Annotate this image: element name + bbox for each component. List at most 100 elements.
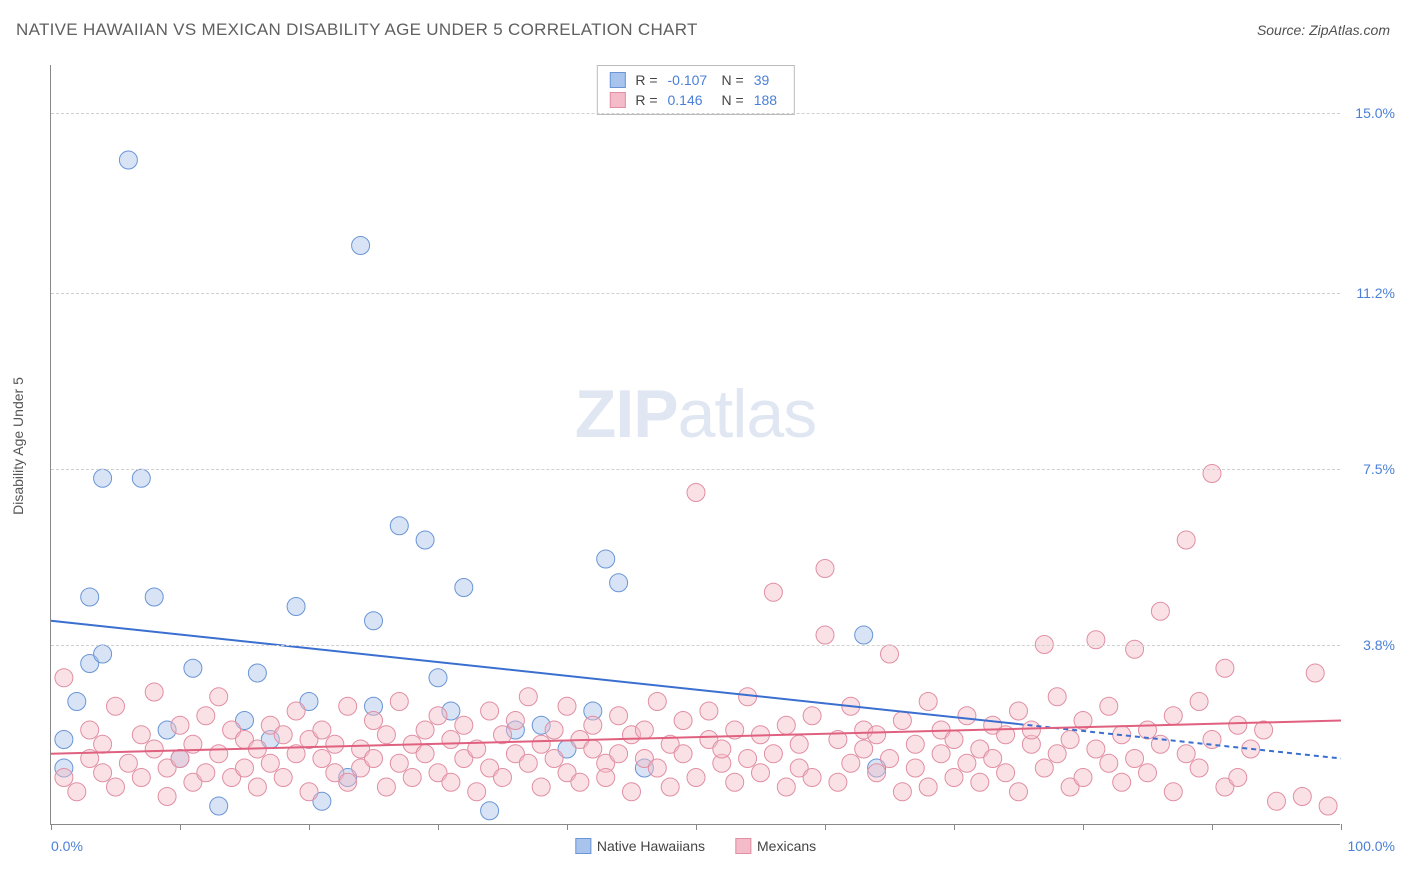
scatter-point — [145, 683, 163, 701]
scatter-point — [868, 764, 886, 782]
scatter-point — [248, 778, 266, 796]
scatter-point — [210, 797, 228, 815]
scatter-point — [1100, 697, 1118, 715]
scatter-point — [132, 726, 150, 744]
scatter-point — [893, 712, 911, 730]
scatter-point — [416, 531, 434, 549]
scatter-point — [661, 778, 679, 796]
scatter-plot-svg — [51, 65, 1340, 824]
scatter-point — [81, 721, 99, 739]
scatter-point — [365, 612, 383, 630]
scatter-point — [893, 783, 911, 801]
legend-label: Mexicans — [757, 838, 816, 854]
scatter-point — [971, 773, 989, 791]
scatter-point — [842, 754, 860, 772]
scatter-point — [1010, 702, 1028, 720]
chart-title: NATIVE HAWAIIAN VS MEXICAN DISABILITY AG… — [16, 20, 698, 40]
legend-label: Native Hawaiians — [597, 838, 705, 854]
scatter-point — [1151, 602, 1169, 620]
scatter-point — [107, 697, 125, 715]
scatter-point — [390, 754, 408, 772]
scatter-point — [365, 712, 383, 730]
scatter-point — [1190, 693, 1208, 711]
scatter-point — [377, 778, 395, 796]
scatter-point — [1164, 783, 1182, 801]
scatter-point — [558, 697, 576, 715]
scatter-point — [55, 731, 73, 749]
scatter-point — [906, 735, 924, 753]
scatter-point — [713, 740, 731, 758]
x-tick — [1083, 824, 1084, 830]
scatter-point — [764, 745, 782, 763]
scatter-point — [803, 769, 821, 787]
scatter-point — [855, 740, 873, 758]
y-tick-label: 7.5% — [1363, 461, 1395, 477]
scatter-point — [94, 469, 112, 487]
scatter-point — [726, 773, 744, 791]
x-axis-min-label: 0.0% — [51, 838, 83, 854]
scatter-point — [739, 750, 757, 768]
scatter-point — [1268, 792, 1286, 810]
scatter-point — [1126, 640, 1144, 658]
x-tick — [825, 824, 826, 830]
x-tick — [567, 824, 568, 830]
x-axis-max-label: 100.0% — [1348, 838, 1395, 854]
scatter-point — [1087, 631, 1105, 649]
scatter-point — [1087, 740, 1105, 758]
n-value: 39 — [754, 70, 782, 90]
legend-swatch — [609, 72, 625, 88]
scatter-point — [519, 688, 537, 706]
scatter-point — [107, 778, 125, 796]
scatter-point — [1255, 721, 1273, 739]
scatter-point — [532, 735, 550, 753]
x-tick — [1341, 824, 1342, 830]
scatter-point — [1229, 769, 1247, 787]
scatter-point — [610, 745, 628, 763]
scatter-point — [1113, 773, 1131, 791]
scatter-point — [906, 759, 924, 777]
scatter-point — [958, 754, 976, 772]
scatter-point — [932, 745, 950, 763]
scatter-point — [777, 716, 795, 734]
y-tick-label: 11.2% — [1356, 285, 1395, 301]
scatter-point — [816, 626, 834, 644]
legend-swatch — [609, 92, 625, 108]
scatter-point — [145, 740, 163, 758]
scatter-point — [1126, 750, 1144, 768]
scatter-point — [545, 750, 563, 768]
r-value: -0.107 — [668, 70, 712, 90]
scatter-point — [300, 783, 318, 801]
scatter-point — [545, 721, 563, 739]
scatter-point — [1177, 531, 1195, 549]
legend-swatch — [575, 838, 591, 854]
series-legend: Native Hawaiians Mexicans — [575, 838, 816, 854]
scatter-point — [623, 783, 641, 801]
scatter-point — [119, 754, 137, 772]
scatter-point — [339, 773, 357, 791]
scatter-point — [777, 778, 795, 796]
scatter-point — [674, 712, 692, 730]
scatter-point — [171, 750, 189, 768]
y-tick-label: 15.0% — [1355, 105, 1395, 121]
scatter-point — [339, 697, 357, 715]
scatter-point — [68, 783, 86, 801]
scatter-point — [610, 707, 628, 725]
scatter-point — [94, 764, 112, 782]
scatter-point — [610, 574, 628, 592]
scatter-point — [416, 721, 434, 739]
x-tick — [696, 824, 697, 830]
scatter-point — [958, 707, 976, 725]
correlation-stats-box: R =-0.107N =39R =0.146N =188 — [596, 65, 794, 115]
x-tick — [954, 824, 955, 830]
scatter-point — [81, 588, 99, 606]
scatter-point — [468, 783, 486, 801]
scatter-point — [1100, 754, 1118, 772]
scatter-point — [197, 707, 215, 725]
y-tick-label: 3.8% — [1363, 637, 1395, 653]
scatter-point — [326, 735, 344, 753]
scatter-point — [365, 750, 383, 768]
scatter-point — [648, 693, 666, 711]
stats-row: R =-0.107N =39 — [609, 70, 781, 90]
scatter-point — [210, 688, 228, 706]
scatter-point — [1022, 721, 1040, 739]
